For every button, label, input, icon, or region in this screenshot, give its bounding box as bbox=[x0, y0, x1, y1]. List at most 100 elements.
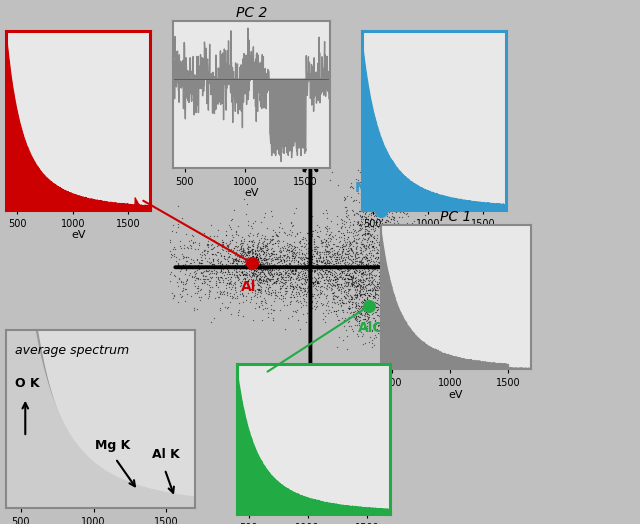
Point bbox=[358, 325, 369, 333]
Point bbox=[395, 277, 405, 285]
Point bbox=[268, 315, 278, 324]
Point bbox=[255, 259, 265, 268]
Point bbox=[449, 289, 460, 297]
Point bbox=[337, 282, 347, 291]
Point bbox=[236, 238, 246, 247]
Point bbox=[367, 180, 378, 188]
Point bbox=[387, 266, 397, 274]
Point bbox=[404, 265, 414, 273]
Point bbox=[250, 247, 260, 255]
Point bbox=[370, 286, 380, 294]
Point bbox=[267, 261, 277, 269]
Point bbox=[348, 255, 358, 263]
Point bbox=[301, 290, 312, 299]
Point bbox=[360, 210, 370, 218]
Point bbox=[309, 245, 319, 253]
Point bbox=[232, 261, 243, 270]
Point bbox=[164, 236, 175, 244]
Point bbox=[415, 260, 425, 269]
Point bbox=[264, 275, 274, 283]
Point bbox=[317, 301, 327, 309]
Point bbox=[295, 236, 305, 245]
Point bbox=[237, 247, 248, 256]
Point bbox=[362, 199, 372, 208]
Point bbox=[239, 234, 249, 243]
Point bbox=[301, 245, 312, 253]
Point bbox=[255, 265, 266, 273]
Point bbox=[300, 258, 310, 266]
Point bbox=[303, 271, 314, 280]
Point bbox=[305, 226, 316, 235]
Point bbox=[60, 272, 70, 280]
Point bbox=[354, 221, 364, 230]
Point bbox=[282, 271, 292, 279]
Point bbox=[291, 267, 301, 275]
Point bbox=[277, 278, 287, 286]
Point bbox=[348, 225, 358, 234]
Point bbox=[326, 270, 337, 279]
Point bbox=[399, 260, 410, 269]
Point bbox=[239, 249, 249, 258]
Point bbox=[396, 248, 406, 257]
Point bbox=[321, 253, 331, 261]
Point bbox=[303, 247, 314, 255]
Point bbox=[401, 254, 412, 263]
Point bbox=[231, 259, 241, 268]
Point bbox=[250, 259, 260, 268]
Point bbox=[282, 264, 292, 272]
Point bbox=[361, 308, 371, 316]
Point bbox=[408, 294, 418, 302]
Point bbox=[356, 291, 366, 299]
Point bbox=[384, 292, 394, 300]
Point bbox=[368, 252, 378, 260]
Point bbox=[376, 246, 386, 255]
Point bbox=[344, 269, 354, 278]
Point bbox=[200, 251, 211, 259]
Point bbox=[338, 247, 348, 255]
Point bbox=[347, 276, 357, 284]
Point bbox=[229, 244, 239, 253]
Point bbox=[342, 263, 352, 271]
Point bbox=[270, 263, 280, 271]
Point bbox=[273, 258, 284, 266]
Point bbox=[394, 276, 404, 285]
Point bbox=[390, 320, 401, 329]
Point bbox=[281, 261, 291, 270]
Point bbox=[296, 246, 306, 254]
Point bbox=[259, 265, 269, 274]
Point bbox=[329, 264, 339, 272]
Point bbox=[148, 239, 159, 248]
Point bbox=[343, 265, 353, 273]
Point bbox=[410, 279, 420, 288]
Point bbox=[291, 297, 301, 305]
Point bbox=[482, 277, 492, 286]
Point bbox=[273, 278, 284, 287]
Point bbox=[255, 282, 266, 291]
Point bbox=[344, 228, 354, 237]
Point bbox=[151, 284, 161, 292]
Point bbox=[346, 245, 356, 253]
Point bbox=[328, 307, 339, 315]
Point bbox=[356, 246, 366, 254]
Point bbox=[387, 194, 397, 202]
Point bbox=[333, 285, 344, 293]
Point bbox=[357, 231, 367, 239]
Point bbox=[266, 289, 276, 297]
Point bbox=[321, 253, 332, 261]
Point bbox=[334, 255, 344, 263]
Point bbox=[371, 257, 381, 266]
Point bbox=[380, 217, 390, 226]
Point bbox=[333, 286, 344, 294]
Point bbox=[416, 259, 426, 267]
Point bbox=[237, 238, 247, 247]
Point bbox=[387, 278, 397, 286]
Point bbox=[291, 266, 301, 274]
Point bbox=[344, 285, 354, 293]
Point bbox=[358, 280, 368, 289]
Point bbox=[263, 264, 273, 272]
Point bbox=[271, 230, 281, 238]
Point bbox=[365, 290, 376, 299]
Point bbox=[392, 217, 403, 226]
Point bbox=[297, 250, 307, 258]
Point bbox=[401, 246, 412, 255]
